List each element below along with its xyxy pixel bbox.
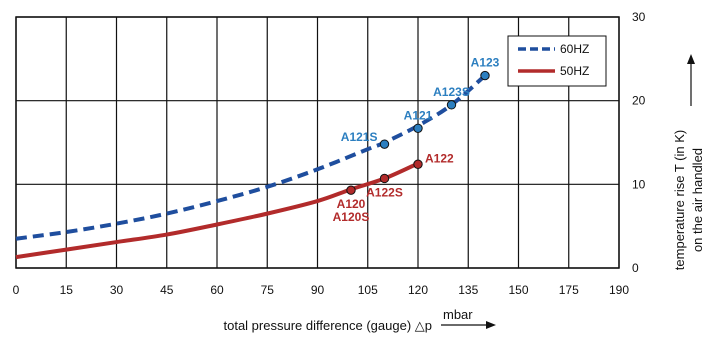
x-axis-unit: mbar <box>443 307 473 322</box>
plot-frame <box>15 16 620 269</box>
x-tick-label: 75 <box>261 283 275 297</box>
x-tick-label: 30 <box>110 283 124 297</box>
data-point-a122s <box>379 173 390 184</box>
point-label-a120: A120 <box>337 197 366 211</box>
x-tick-label: 190 <box>609 283 629 297</box>
x-tick-label: 105 <box>358 283 378 297</box>
data-point-a121s <box>379 139 390 149</box>
x-tick-label: 135 <box>458 283 478 297</box>
data-point-a120 <box>346 185 356 195</box>
y-tick-labels: 0 10 20 30 <box>632 10 646 275</box>
x-tick-labels: 0 15 30 45 60 75 90 105 120 135 150 175 190 <box>13 283 630 297</box>
point-label-a122s: A122S <box>366 185 403 199</box>
x-tick-label: 0 <box>13 283 20 297</box>
point-label-a121s: A121S <box>341 130 378 144</box>
y-tick-label: 20 <box>632 94 646 108</box>
data-point-a121 <box>413 123 423 133</box>
x-tick-label: 175 <box>559 283 579 297</box>
data-point-a122 <box>413 159 423 169</box>
y-tick-label: 30 <box>632 10 646 24</box>
point-label-a123: A123 <box>471 56 500 70</box>
x-tick-label: 150 <box>508 283 528 297</box>
x-tick-label: 45 <box>160 283 174 297</box>
point-label-a121: A121 <box>404 108 433 122</box>
x-tick-label: 120 <box>408 283 428 297</box>
data-point-a123 <box>480 70 490 81</box>
y-tick-label: 0 <box>632 261 639 275</box>
legend: 60HZ 50HZ <box>507 35 607 87</box>
legend-label-60hz: 60HZ <box>560 42 589 56</box>
y-axis-arrow <box>687 54 695 106</box>
y-axis-title-line1: temperature rise T (in K) <box>672 130 687 270</box>
point-label-a122: A122 <box>425 151 454 165</box>
y-axis-title-line2: on the air handled <box>690 148 705 252</box>
x-tick-label: 15 <box>60 283 74 297</box>
y-tick-label: 10 <box>632 177 646 191</box>
series-line-50hz <box>15 161 419 260</box>
series-line-60hz <box>15 74 487 241</box>
x-axis-title: total pressure difference (gauge) △p <box>224 318 433 333</box>
x-axis-arrow <box>441 321 496 329</box>
legend-label-50hz: 50HZ <box>560 64 589 78</box>
point-label-a120s: A120S <box>333 210 370 224</box>
data-point-a123s <box>446 100 457 110</box>
x-tick-label: 90 <box>311 283 325 297</box>
x-tick-label: 60 <box>210 283 224 297</box>
legend-box <box>507 35 607 87</box>
series-layer <box>15 74 487 260</box>
point-label-a123s: A123S <box>433 85 470 99</box>
